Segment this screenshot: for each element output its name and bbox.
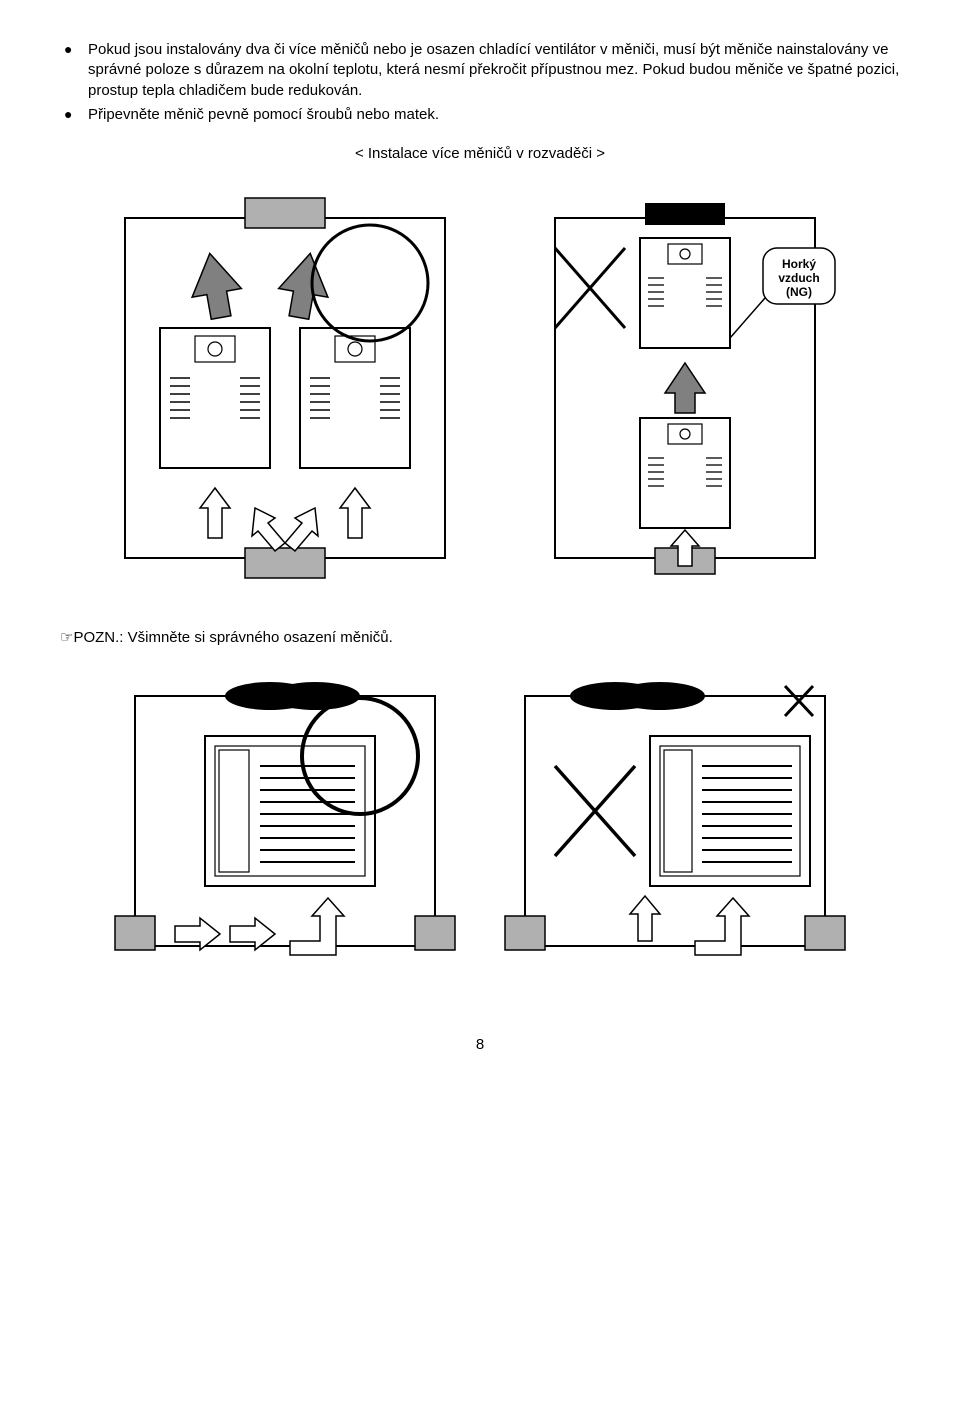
diagram-incorrect-stacked: Horký vzduch (NG) (495, 178, 855, 598)
bullet-list: Pokud jsou instalovány dva či více měnič… (60, 40, 900, 125)
note-text: POZN.: Všimněte si správného osazení měn… (73, 629, 392, 646)
diagram-incorrect-fan (495, 666, 855, 986)
diagram-correct-multi (105, 178, 465, 598)
callout-line1: Horký (782, 257, 816, 271)
bullet-item-1: Pokud jsou instalovány dva či více měnič… (60, 40, 900, 101)
diagram-correct-fan (105, 666, 465, 986)
diagram1-title: < Instalace více měničů v rozvaděči > (60, 145, 900, 162)
diagram-row-1: Horký vzduch (NG) (60, 178, 900, 598)
diagram-row-2 (60, 666, 900, 986)
page-number: 8 (60, 1036, 900, 1053)
bullet-item-2: Připevněte měnič pevně pomocí šroubů neb… (60, 105, 900, 125)
callout-line3: (NG) (786, 285, 812, 299)
callout-line2: vzduch (778, 271, 819, 285)
note-pointer-icon: ☞ (60, 629, 73, 646)
note-line: ☞POZN.: Všimněte si správného osazení mě… (60, 628, 900, 646)
